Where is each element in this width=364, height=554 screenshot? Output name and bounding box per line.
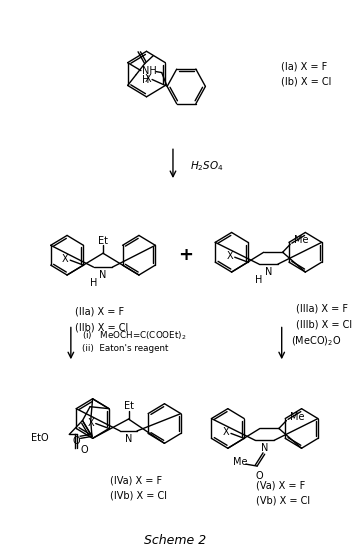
Text: Et: Et — [123, 401, 134, 411]
Text: Scheme 2: Scheme 2 — [144, 534, 206, 547]
Text: (IIa) X = F
(IIb) X = Cl: (IIa) X = F (IIb) X = Cl — [75, 307, 128, 332]
Text: (i)   MeOCH=C(COOEt)$_2$: (i) MeOCH=C(COOEt)$_2$ — [82, 329, 187, 342]
Text: X: X — [88, 418, 94, 428]
Text: (ii)  Eaton's reagent: (ii) Eaton's reagent — [82, 344, 169, 353]
Text: (IVa) X = F
(IVb) X = Cl: (IVa) X = F (IVb) X = Cl — [110, 475, 167, 501]
Text: EtO: EtO — [31, 433, 48, 443]
Text: H: H — [90, 278, 97, 288]
Text: $H_2SO_4$: $H_2SO_4$ — [190, 159, 223, 173]
Text: +: + — [178, 246, 193, 264]
Text: (MeCO)$_2$O: (MeCO)$_2$O — [291, 335, 341, 348]
Text: X: X — [227, 251, 233, 261]
Text: N: N — [265, 267, 272, 277]
Text: O: O — [80, 445, 88, 455]
Text: H: H — [255, 275, 263, 285]
Text: O: O — [255, 471, 263, 481]
Text: NH: NH — [142, 65, 157, 75]
Text: O: O — [72, 437, 80, 447]
Text: Me: Me — [290, 412, 305, 422]
Text: (IIIa) X = F
(IIIb) X = Cl: (IIIa) X = F (IIIb) X = Cl — [296, 304, 352, 330]
Text: X: X — [62, 254, 69, 264]
Text: (Ia) X = F
(Ib) X = Cl: (Ia) X = F (Ib) X = Cl — [281, 61, 331, 87]
Text: (Va) X = F
(Vb) X = Cl: (Va) X = F (Vb) X = Cl — [256, 480, 310, 506]
Text: N: N — [125, 434, 132, 444]
Text: H: H — [142, 74, 149, 85]
Text: Me: Me — [233, 457, 248, 467]
Text: N: N — [261, 443, 268, 453]
Text: Et: Et — [98, 237, 108, 247]
Text: X: X — [223, 428, 230, 438]
Text: N: N — [99, 270, 107, 280]
Text: Me: Me — [294, 235, 309, 245]
Text: X: X — [145, 74, 152, 84]
